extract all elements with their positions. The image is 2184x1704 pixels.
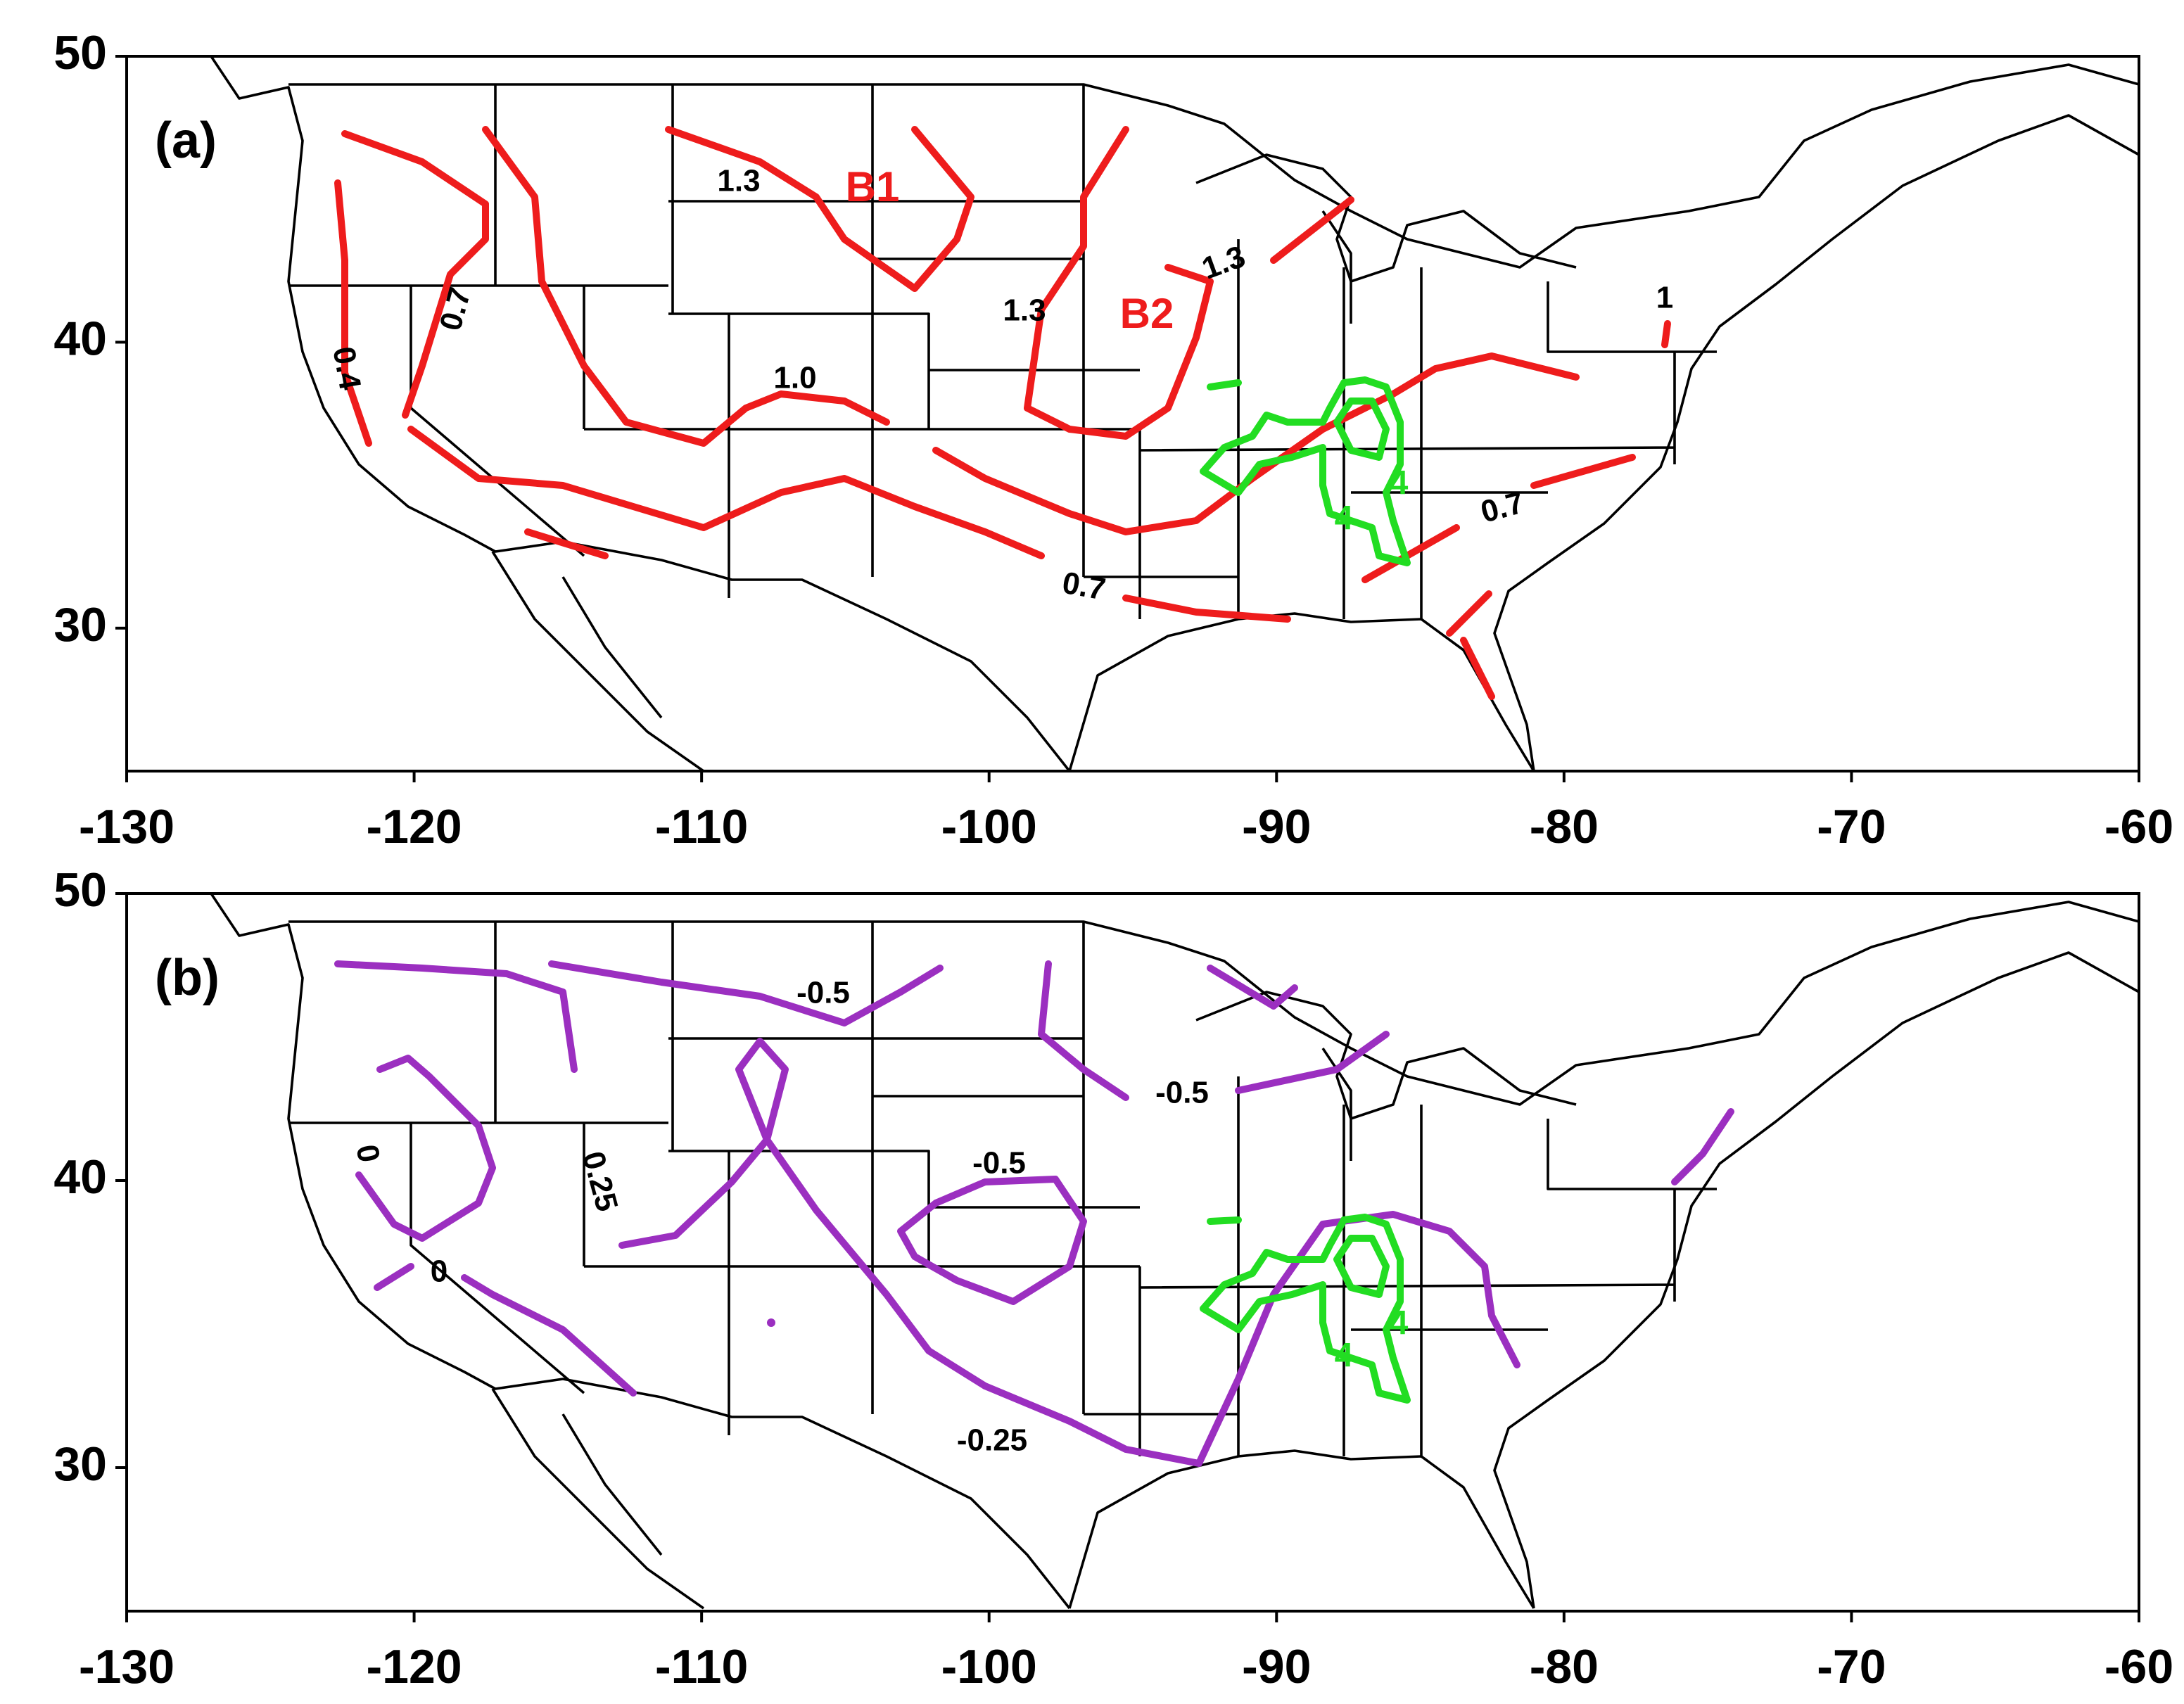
contour-label: 0 xyxy=(431,1254,447,1289)
state-lines xyxy=(288,84,1717,619)
panel-b-contours xyxy=(334,960,1734,1467)
contour-line xyxy=(524,528,609,559)
x-tick-label: -80 xyxy=(1530,800,1599,853)
x-tick-label: -120 xyxy=(367,800,462,853)
contour-line xyxy=(1671,1108,1734,1185)
x-tick-label: -90 xyxy=(1242,800,1311,853)
contour-label: -0.5 xyxy=(796,976,850,1010)
contour-line xyxy=(334,179,372,447)
x-tick-label: -70 xyxy=(1817,1640,1886,1693)
panel-a-contours xyxy=(334,126,1671,700)
contour-line xyxy=(1200,1214,1411,1404)
contour-label: -0.5 xyxy=(1155,1076,1209,1110)
contour-line xyxy=(1024,126,1214,440)
contour-line xyxy=(1661,320,1671,348)
x-tick-label: -100 xyxy=(941,800,1037,853)
contour-line xyxy=(1361,454,1636,700)
contour-label: 4 xyxy=(1390,465,1409,502)
panel-label: (b) xyxy=(155,950,220,1006)
y-tick-label: 50 xyxy=(53,863,107,917)
plot-frame xyxy=(125,892,2140,1613)
x-tick-label: -70 xyxy=(1817,800,1886,853)
contour-label: 1.0 xyxy=(773,361,816,395)
contour-dot xyxy=(767,1318,775,1327)
y-tick-label: 40 xyxy=(53,1150,107,1204)
x-tick-label: -90 xyxy=(1242,1640,1311,1693)
contour-line xyxy=(665,126,974,292)
x-tick-label: -100 xyxy=(941,1640,1037,1693)
x-tick-label: -60 xyxy=(2104,800,2173,853)
panel-label: (a) xyxy=(155,113,217,169)
contour-label: B1 xyxy=(846,163,900,210)
great-lakes xyxy=(1195,153,1577,324)
y-tick-label: 30 xyxy=(53,598,107,651)
base-map xyxy=(210,56,2139,771)
x-tick-label: -120 xyxy=(367,1640,462,1693)
x-tick-label: -80 xyxy=(1530,1640,1599,1693)
contour-line xyxy=(341,130,489,419)
contour-label: 4 xyxy=(1335,500,1354,538)
contour-label: 0.7 xyxy=(433,284,478,334)
contour-line xyxy=(374,1263,637,1397)
contour-line xyxy=(334,960,578,1073)
contour-line xyxy=(1200,376,1411,566)
y-tick-label: 40 xyxy=(53,312,107,365)
contour-label: -0.5 xyxy=(972,1146,1026,1181)
x-tick-label: -110 xyxy=(655,800,748,853)
contour-label: 1.3 xyxy=(1003,293,1046,328)
x-tick-label: -110 xyxy=(655,1640,748,1693)
coastline xyxy=(210,56,2139,771)
x-tick-label: -130 xyxy=(79,1640,174,1693)
baja xyxy=(491,551,705,771)
y-tick-label: 30 xyxy=(53,1437,107,1491)
contour-line xyxy=(1038,960,1390,1101)
contour-line xyxy=(618,1038,1520,1467)
contour-label: 4 xyxy=(1390,1305,1409,1342)
contour-label: 0.7 xyxy=(1060,566,1108,607)
base-map xyxy=(210,894,2139,1610)
panel-b-map xyxy=(210,894,2139,1610)
contour-label: 1.3 xyxy=(717,164,760,198)
northern-border xyxy=(288,63,2139,269)
plot-frame xyxy=(125,55,2140,772)
contour-line xyxy=(897,1176,1087,1305)
contour-label: 4 xyxy=(1335,1337,1354,1375)
contour-line xyxy=(548,960,944,1026)
x-tick-label: -60 xyxy=(2104,1640,2173,1693)
contour-label: 0.4 xyxy=(326,344,367,393)
contour-label: 1 xyxy=(1656,281,1673,315)
contour-line xyxy=(407,426,1291,623)
panel-a-map xyxy=(210,56,2139,771)
y-tick-label: 50 xyxy=(53,26,107,80)
contour-line xyxy=(355,1055,496,1242)
contour-label: -0.25 xyxy=(957,1423,1027,1458)
contour-label: B2 xyxy=(1120,290,1174,337)
contour-line xyxy=(482,126,890,447)
contour-label: 0 xyxy=(350,1142,387,1165)
x-tick-label: -130 xyxy=(79,800,174,853)
contour-line xyxy=(1270,196,1354,264)
